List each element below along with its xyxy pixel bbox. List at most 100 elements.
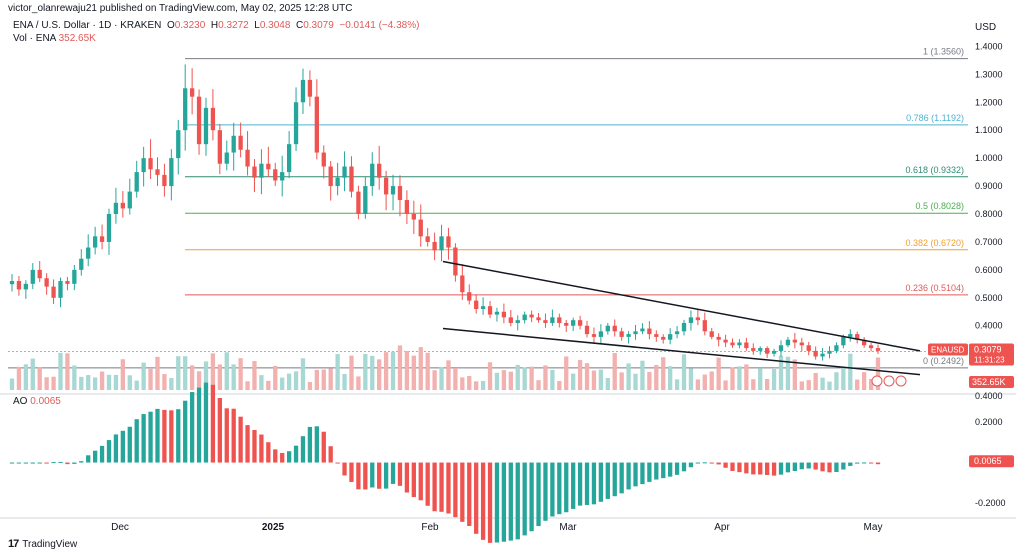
volume-bar	[550, 369, 555, 390]
volume-bar	[619, 372, 624, 390]
volume-bar	[134, 380, 139, 390]
ao-bar	[439, 462, 444, 512]
volume-bar	[855, 379, 860, 390]
ao-bar	[647, 462, 652, 482]
candle-body	[30, 269, 35, 284]
volume-bar	[730, 367, 735, 390]
volume-bar	[591, 370, 597, 390]
volume-bar	[501, 370, 507, 390]
candle-body	[709, 331, 714, 337]
volume-bar	[806, 380, 811, 390]
ao-tick-1: 0.2000	[975, 417, 1003, 427]
ao-bar	[875, 462, 881, 465]
volume-bar	[280, 377, 285, 390]
low-label: L	[254, 20, 260, 31]
candle-body	[377, 163, 382, 178]
ao-bar	[508, 462, 513, 541]
candle-body	[695, 317, 701, 321]
symbol-label: ENAUSD	[931, 345, 965, 354]
ao-bar	[598, 462, 604, 502]
volume-bar	[286, 373, 292, 390]
volume-bar	[328, 368, 333, 390]
ao-bar	[827, 462, 832, 473]
ao-bar	[72, 462, 77, 464]
ao-bar	[58, 461, 63, 463]
volume-bar	[266, 380, 271, 390]
candle-body	[307, 79, 313, 97]
volume-bar	[23, 364, 29, 390]
candle-body	[875, 348, 881, 351]
ao-tick-3: -0.2000	[975, 498, 1006, 508]
volume-bar	[577, 360, 583, 390]
ao-bar	[480, 462, 486, 540]
candle-body	[356, 191, 361, 214]
price-tick-0: 1.4000	[975, 41, 1003, 51]
high-label: H	[210, 20, 219, 31]
volume-bar	[314, 369, 319, 390]
volume-bar	[626, 363, 631, 390]
price-tick-2: 1.2000	[975, 97, 1003, 107]
candle-body	[674, 331, 680, 335]
ao-bar	[564, 462, 569, 513]
candle-body	[633, 331, 638, 335]
ao-bar	[778, 462, 784, 475]
ao-bar	[785, 462, 791, 473]
usd-label: USD	[975, 22, 996, 33]
time-axis: Dec 2025 Feb Mar Apr May	[111, 522, 882, 533]
candle-body	[106, 214, 112, 242]
fib-label-3: 0.5 (0.8028)	[915, 201, 964, 211]
candle-body	[58, 281, 63, 298]
volume-bar	[474, 381, 479, 390]
ao-bar	[661, 462, 666, 479]
volume-bar	[453, 367, 458, 390]
volume-bar	[792, 359, 798, 390]
time-tick-5: May	[864, 522, 883, 533]
ao-bar	[522, 462, 527, 536]
price-tick-10: 0.4000	[975, 321, 1003, 331]
ao-bar	[162, 409, 167, 463]
volume-bar	[785, 356, 791, 390]
ao-histogram	[9, 382, 881, 543]
volume-bar	[640, 360, 645, 390]
ao-bar	[383, 462, 389, 489]
ao-bar	[605, 462, 610, 499]
candle-body	[370, 163, 375, 187]
ao-axis-label: 0.0065	[974, 456, 1002, 466]
volume-bar	[647, 371, 652, 390]
candle-body	[605, 325, 610, 332]
volume-bar	[349, 355, 354, 390]
fibonacci-levels: 1 (1.3560) 0.786 (1.1192) 0.618 (0.9332) 0.…	[8, 47, 968, 369]
ao-bar	[501, 462, 507, 542]
ao-bar	[695, 462, 701, 464]
ao-bar	[377, 462, 382, 489]
candle-body	[647, 328, 652, 335]
ohlc-legend: ENA / U.S. Dollar · 1D · KRAKEN O0.3230 …	[13, 20, 419, 31]
candle-body	[792, 339, 798, 343]
time-tick-1: 2025	[262, 522, 285, 533]
volume-bar	[44, 377, 49, 390]
ao-bar	[446, 462, 451, 514]
fib-label-4: 0.382 (0.6720)	[905, 238, 964, 248]
ao-bar	[183, 400, 188, 463]
trendlines	[442, 260, 921, 376]
candle-body	[92, 236, 98, 248]
candle-body	[785, 339, 791, 346]
candle-body	[515, 320, 520, 323]
candle-body	[328, 166, 333, 187]
close-label: C	[295, 20, 304, 31]
trendline-lower	[442, 327, 921, 376]
volume-bar	[439, 366, 444, 390]
volume-bar	[155, 356, 160, 390]
volume-bar	[834, 372, 839, 390]
candle-body	[169, 158, 174, 187]
candle-body	[474, 300, 479, 309]
volume-bar	[709, 371, 714, 390]
volume-bar	[681, 354, 687, 390]
ao-bar	[120, 430, 125, 463]
volume-bar	[716, 357, 721, 390]
brand-name: TradingView	[22, 538, 78, 550]
ao-bar	[30, 462, 35, 464]
volume-bar	[79, 376, 84, 390]
ao-bar	[349, 462, 354, 482]
